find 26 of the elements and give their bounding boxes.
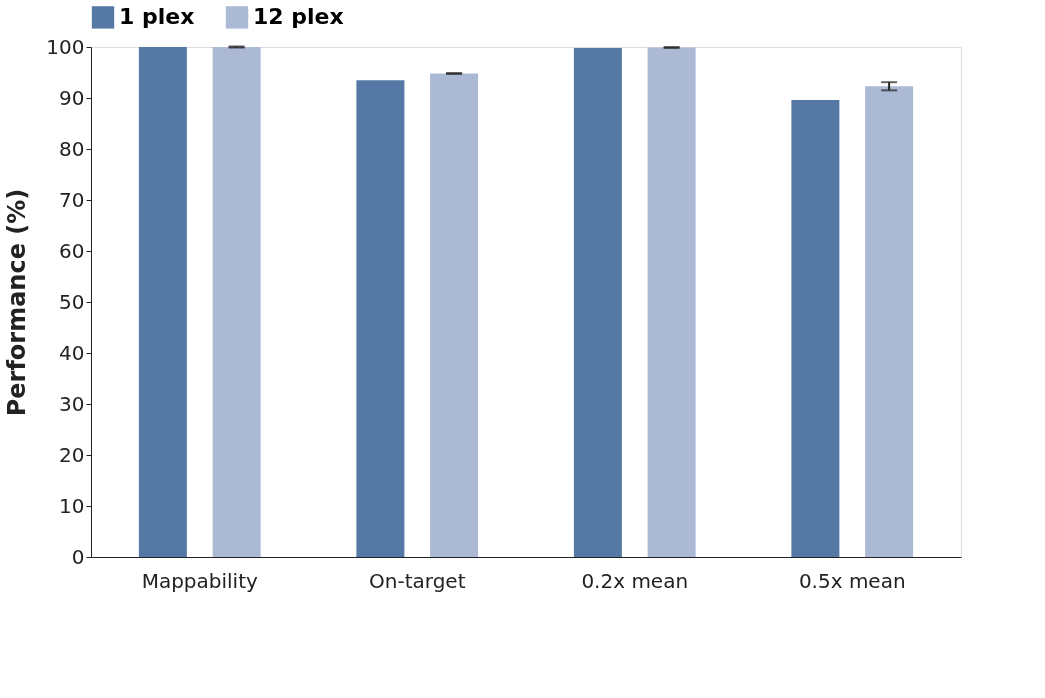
y-tick-label: 0	[71, 544, 85, 569]
y-tick-label: 10	[59, 493, 85, 518]
bar	[138, 47, 187, 557]
y-tick-label: 70	[59, 187, 85, 212]
y-tick-label: 20	[59, 442, 85, 467]
legend-label: 1 plex	[119, 4, 195, 30]
x-tick-label: Mappability	[141, 568, 259, 593]
y-axis-title: Performance (%)	[3, 188, 32, 417]
bar	[647, 47, 696, 557]
bar	[865, 86, 914, 557]
y-tick-label: 80	[59, 136, 85, 161]
bar	[212, 47, 261, 557]
x-tick-label: 0.5x mean	[798, 568, 906, 593]
y-tick-label: 100	[46, 34, 85, 59]
y-tick-label: 30	[59, 391, 85, 416]
y-tick-label: 40	[59, 340, 85, 365]
y-tick-label: 50	[59, 289, 85, 314]
bar	[573, 48, 622, 557]
x-tick-label: On-target	[369, 568, 466, 593]
bar	[791, 100, 840, 557]
bar	[356, 80, 405, 557]
bar	[430, 73, 479, 557]
y-tick-label: 90	[59, 85, 85, 110]
legend-label: 12 plex	[253, 4, 344, 30]
x-tick-label: 0.2x mean	[581, 568, 689, 593]
y-tick-label: 60	[59, 238, 85, 263]
